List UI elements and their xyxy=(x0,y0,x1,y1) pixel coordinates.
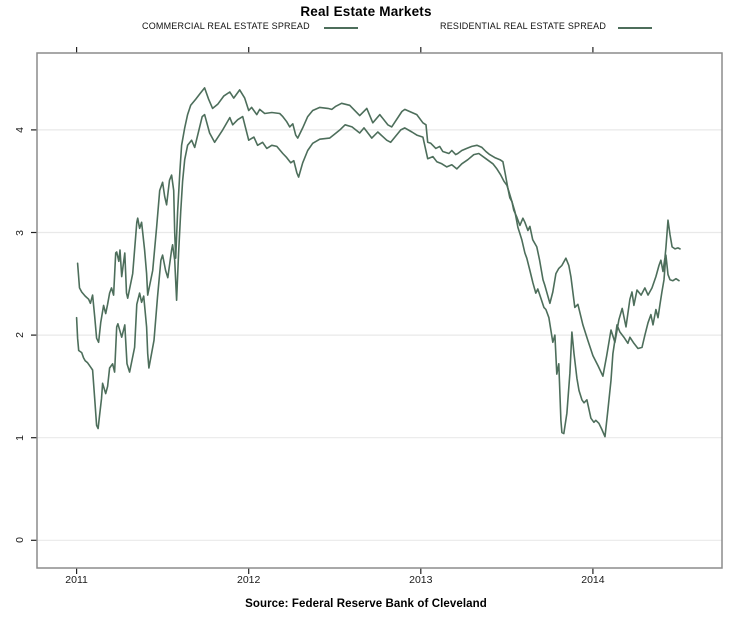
residential-spread-line xyxy=(75,113,680,438)
y-tick-label: 1 xyxy=(14,434,26,441)
x-tick-label: 2012 xyxy=(237,574,261,586)
x-tick-label: 2011 xyxy=(65,574,88,586)
source-caption: Source: Federal Reserve Bank of Clevelan… xyxy=(245,598,487,610)
y-tick-label: 2 xyxy=(14,332,26,339)
axis-ticks xyxy=(31,47,594,574)
gridlines xyxy=(37,129,722,541)
y-tick-label: 0 xyxy=(14,537,26,544)
plot-frame xyxy=(36,52,723,569)
legend-line-residential-icon xyxy=(618,27,652,29)
x-tick-label: 2013 xyxy=(409,574,433,586)
page-title: Real Estate Markets xyxy=(300,4,432,19)
legend-line-commercial-icon xyxy=(324,27,358,29)
x-tick-label: 2014 xyxy=(581,574,605,586)
legend-label-residential: RESIDENTIAL REAL ESTATE SPREAD xyxy=(440,21,607,31)
y-tick-label: 3 xyxy=(14,229,26,236)
legend-label-commercial: COMMERCIAL REAL ESTATE SPREAD xyxy=(142,21,310,31)
commercial-spread-line xyxy=(76,87,681,377)
y-tick-label: 4 xyxy=(14,127,26,133)
